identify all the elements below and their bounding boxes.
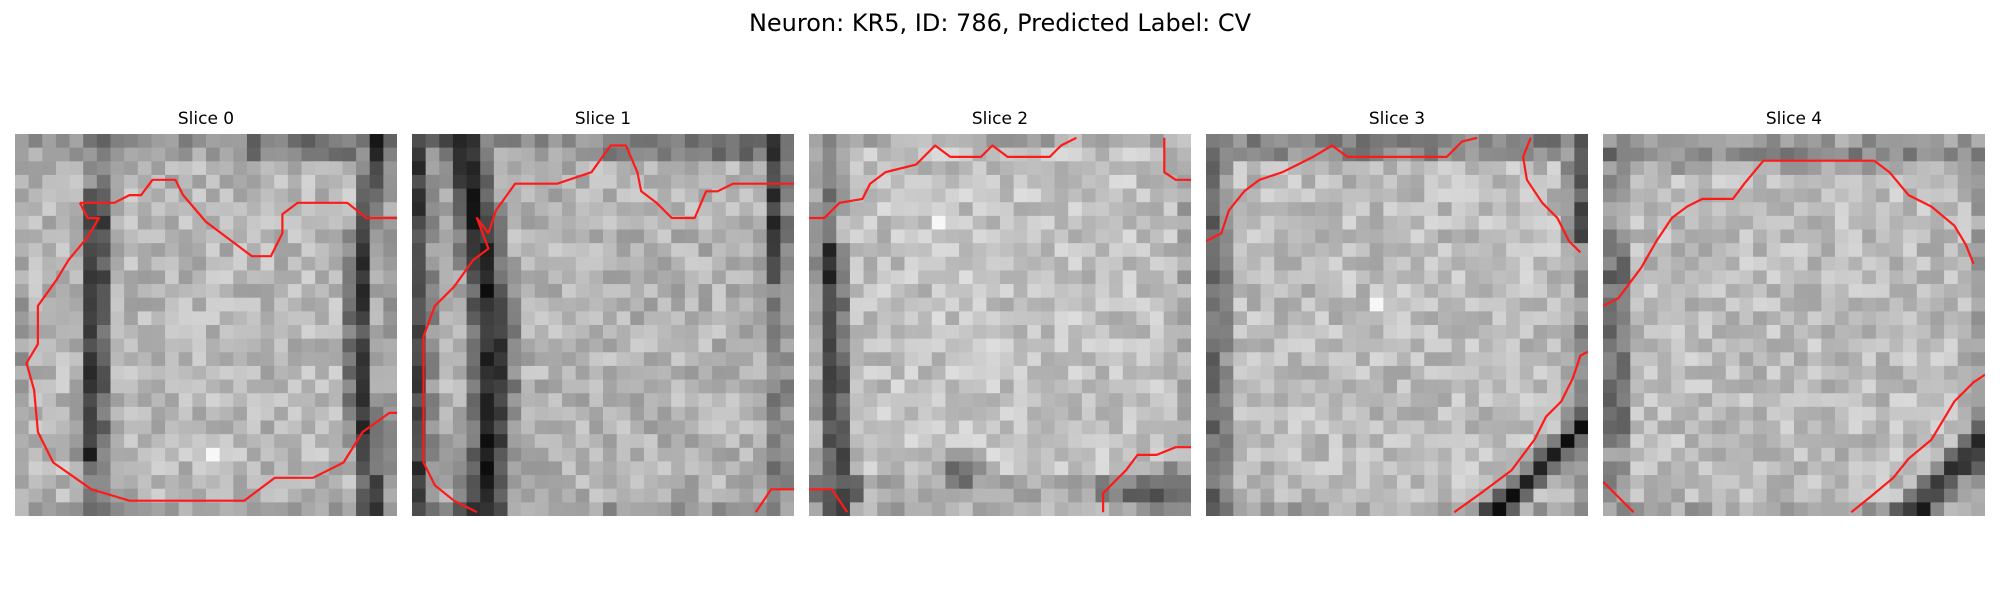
slice-title-0: Slice 0 [177, 109, 235, 129]
slice-pixels [15, 134, 397, 516]
slice-panel-0: Slice 0 [15, 108, 397, 516]
contour-line [1163, 137, 1191, 181]
contour-line [487, 144, 794, 234]
slice-panel-2: Slice 2 [809, 108, 1191, 516]
slice-panel-4: Slice 4 [1603, 108, 1985, 516]
contour-line [809, 488, 849, 513]
slice-image-3 [1206, 134, 1588, 516]
slice-pixels [1206, 134, 1588, 516]
contour-line [1453, 350, 1588, 514]
slice-title-3: Slice 3 [1368, 109, 1426, 129]
contour-line [1522, 137, 1582, 254]
slice-title-1: Slice 1 [574, 109, 632, 129]
contour-line [1603, 480, 1635, 513]
slice-image-4 [1603, 134, 1985, 516]
contour-line [79, 178, 397, 258]
slice-title-2: Slice 2 [971, 109, 1029, 129]
slice-panel-3: Slice 3 [1206, 108, 1588, 516]
slice-panel-1: Slice 1 [412, 108, 794, 516]
contour-line [25, 202, 397, 502]
slice-pixels [1603, 134, 1985, 516]
slice-title-4: Slice 4 [1765, 109, 1823, 129]
slice-image-2 [809, 134, 1191, 516]
slice-image-1 [412, 134, 794, 516]
contour-line [1850, 373, 1985, 514]
slice-pixels [412, 134, 794, 516]
contour-line [1102, 446, 1191, 513]
figure-title: Neuron: KR5, ID: 786, Predicted Label: C… [748, 9, 1252, 37]
slice-image-0 [15, 134, 397, 516]
contour-line [1603, 159, 1975, 307]
slice-pixels [809, 134, 1191, 516]
contour-line [809, 136, 1077, 220]
contour-line [1206, 136, 1478, 242]
contour-line [754, 488, 794, 513]
contour-line [422, 216, 490, 514]
